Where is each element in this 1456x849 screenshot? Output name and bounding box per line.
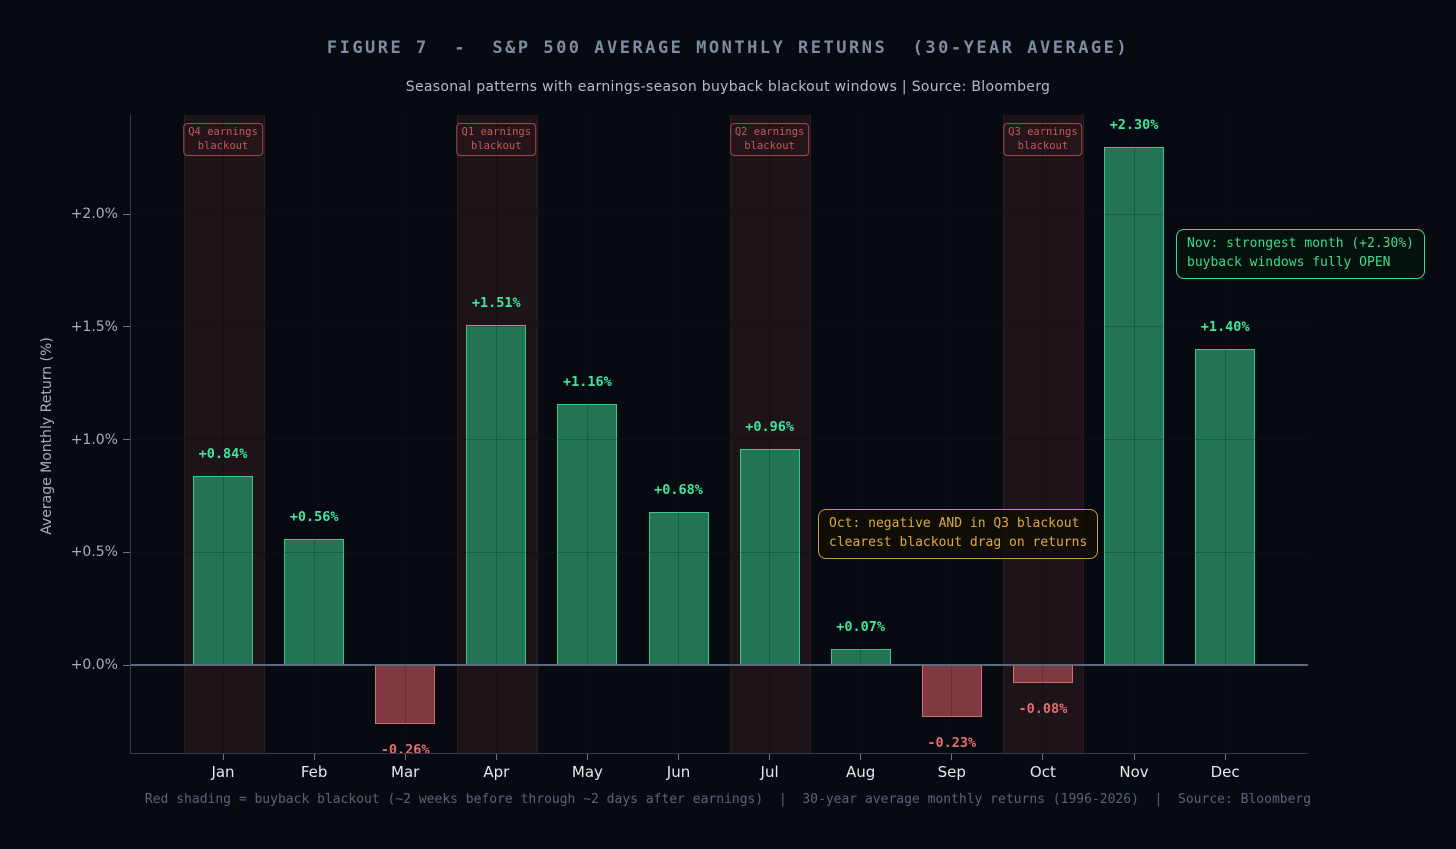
bar-may bbox=[557, 403, 618, 665]
y-tick-label: +0.0% bbox=[70, 657, 118, 673]
x-tick-mark bbox=[404, 754, 406, 760]
bar-feb bbox=[284, 538, 345, 665]
x-tick-mark bbox=[1224, 754, 1226, 760]
x-tick-label-apr: Apr bbox=[483, 763, 510, 781]
figure-subtitle: Seasonal patterns with earnings-season b… bbox=[405, 79, 1051, 95]
gridline-vertical-overlay bbox=[404, 115, 406, 753]
x-tick-label-mar: Mar bbox=[391, 763, 420, 781]
annotation-nov-note: Nov: strongest month (+2.30%) buyback wi… bbox=[1176, 229, 1425, 279]
blackout-label-q3: Q3 earnings blackout bbox=[1003, 123, 1083, 157]
x-axis-spine bbox=[130, 753, 1308, 754]
gridline-vertical-overlay bbox=[951, 115, 953, 753]
value-label-jul: +0.96% bbox=[745, 418, 794, 435]
gridline-vertical bbox=[951, 115, 953, 753]
footer-note: Red shading = buyback blackout (~2 weeks… bbox=[144, 792, 1312, 807]
blackout-label-q4: Q4 earnings blackout bbox=[183, 123, 263, 157]
blackout-label-q2: Q2 earnings blackout bbox=[729, 123, 810, 157]
y-axis-spine bbox=[130, 115, 131, 753]
plot-area: Q4 earnings blackout Q1 earnings blackout… bbox=[130, 115, 1308, 758]
x-tick-mark bbox=[1133, 754, 1135, 760]
x-tick-label-aug: Aug bbox=[846, 763, 876, 781]
value-label-dec: +1.40% bbox=[1200, 319, 1250, 336]
x-tick-mark bbox=[222, 754, 224, 760]
x-tick-mark bbox=[313, 754, 315, 760]
x-tick-mark bbox=[678, 754, 679, 760]
value-label-jan: +0.84% bbox=[198, 445, 248, 462]
bar-apr bbox=[466, 324, 527, 665]
value-label-aug: +0.07% bbox=[836, 619, 886, 636]
blackout-label-q1: Q1 earnings blackout bbox=[456, 123, 537, 157]
y-tick-label: +2.0% bbox=[70, 206, 118, 223]
x-tick-label-feb: Feb bbox=[300, 763, 328, 781]
x-tick-mark bbox=[860, 754, 862, 760]
y-tick-label: +0.5% bbox=[70, 544, 118, 561]
x-tick-mark bbox=[586, 754, 588, 760]
bar-aug bbox=[830, 649, 891, 665]
x-tick-mark bbox=[769, 754, 771, 760]
value-label-feb: +0.56% bbox=[289, 508, 339, 525]
figure-title: FIGURE 7 - S&P 500 AVERAGE MONTHLY RETUR… bbox=[326, 38, 1130, 58]
x-tick-label-sep: Sep bbox=[937, 763, 966, 781]
value-label-may: +1.16% bbox=[563, 373, 612, 390]
y-tick-mark bbox=[123, 213, 130, 215]
bar-jul bbox=[739, 448, 800, 665]
x-tick-label-jul: Jul bbox=[760, 763, 779, 781]
bar-sep bbox=[921, 665, 982, 717]
value-label-sep: -0.23% bbox=[927, 734, 977, 751]
y-tick-label: +1.0% bbox=[70, 431, 118, 448]
x-tick-mark bbox=[951, 754, 953, 760]
y-tick-mark bbox=[123, 664, 130, 666]
x-tick-label-nov: Nov bbox=[1119, 763, 1149, 781]
y-tick-label: +1.5% bbox=[70, 318, 118, 335]
y-tick-mark bbox=[123, 326, 130, 328]
x-tick-label-jun: Jun bbox=[666, 763, 691, 781]
y-tick-mark bbox=[123, 439, 130, 441]
zero-line bbox=[130, 664, 1308, 666]
value-label-apr: +1.51% bbox=[471, 294, 521, 311]
x-tick-label-dec: Dec bbox=[1210, 763, 1240, 781]
bar-nov bbox=[1104, 146, 1164, 665]
annotation-oct-note: Oct: negative AND in Q3 blackout cleares… bbox=[818, 509, 1099, 559]
value-label-nov: +2.30% bbox=[1109, 116, 1159, 133]
value-label-jun: +0.68% bbox=[654, 481, 703, 498]
x-tick-mark bbox=[495, 754, 497, 760]
bar-jun bbox=[648, 511, 709, 665]
bar-oct bbox=[1012, 665, 1073, 684]
gridline-vertical bbox=[404, 115, 406, 753]
blackout-band-q3 bbox=[1003, 115, 1085, 753]
bar-mar bbox=[375, 665, 436, 724]
y-axis-label: Average Monthly Return (%) bbox=[39, 337, 55, 535]
x-tick-mark bbox=[1042, 754, 1044, 760]
x-tick-label-may: May bbox=[571, 763, 603, 781]
y-tick-mark bbox=[123, 551, 130, 553]
x-tick-label-jan: Jan bbox=[211, 763, 235, 781]
bar-jan bbox=[193, 475, 253, 665]
bar-dec bbox=[1195, 349, 1256, 665]
value-label-oct: -0.08% bbox=[1018, 701, 1068, 718]
x-tick-label-oct: Oct bbox=[1029, 763, 1056, 781]
